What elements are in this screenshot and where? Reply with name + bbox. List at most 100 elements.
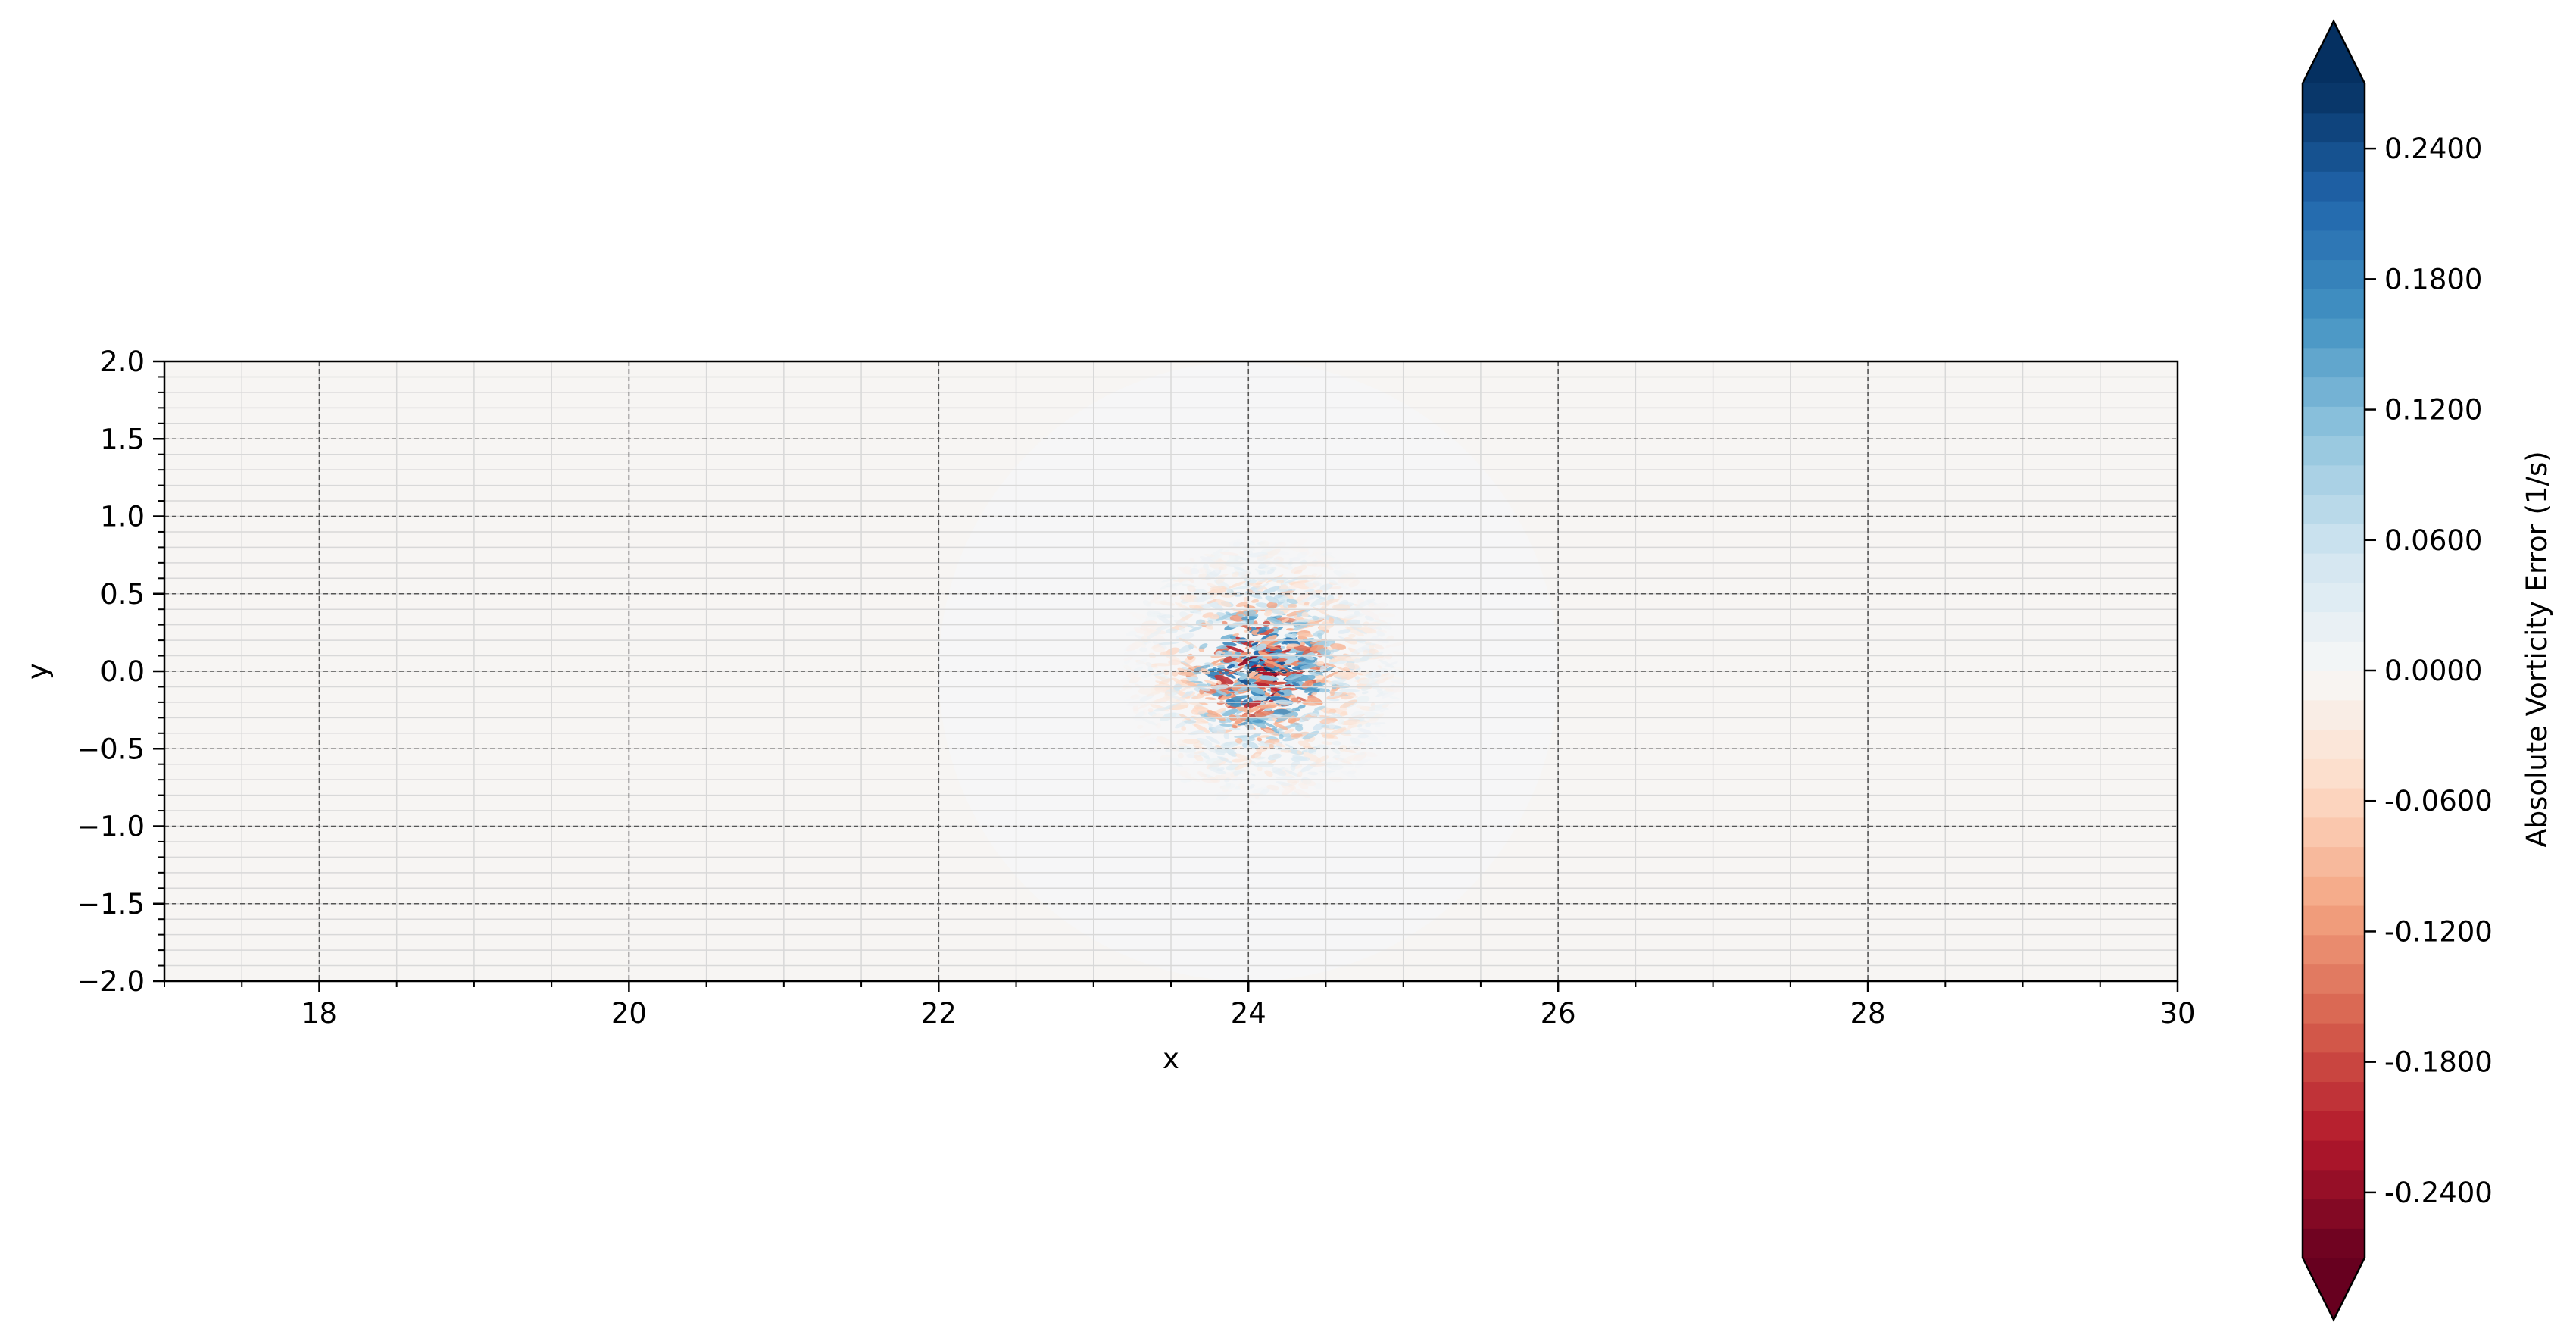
cluster-cell bbox=[1291, 681, 1301, 688]
cluster-cell bbox=[1291, 697, 1299, 702]
cluster-cell bbox=[1384, 661, 1398, 667]
colorbar-segment bbox=[2303, 347, 2365, 378]
colorbar-segment bbox=[2303, 1111, 2365, 1141]
cluster-cell bbox=[1355, 672, 1363, 676]
cluster-cell bbox=[1248, 784, 1255, 789]
cluster-cell bbox=[1226, 645, 1246, 653]
x-tick-label: 20 bbox=[611, 997, 647, 1030]
cluster-cell bbox=[1238, 736, 1256, 742]
cluster-cell bbox=[1338, 719, 1344, 725]
cluster-cell bbox=[1153, 706, 1171, 712]
cluster-cell bbox=[1257, 735, 1271, 738]
cluster-cell bbox=[1357, 728, 1372, 733]
cluster-cell bbox=[1281, 786, 1291, 793]
minor-grid bbox=[164, 361, 2178, 981]
cluster-cell bbox=[1356, 758, 1372, 765]
cluster-cell bbox=[1360, 609, 1379, 620]
cluster-cell bbox=[1266, 784, 1279, 791]
cluster-cell bbox=[1215, 650, 1222, 656]
cluster-cell bbox=[1212, 727, 1226, 734]
cluster-cell bbox=[1350, 720, 1371, 728]
cluster-cell bbox=[1210, 549, 1224, 558]
cluster-cell bbox=[1270, 637, 1289, 645]
cluster-cell bbox=[1179, 627, 1186, 632]
cluster-cell bbox=[1184, 720, 1197, 724]
cluster-cell bbox=[1254, 710, 1275, 717]
cluster-cell bbox=[1343, 580, 1354, 586]
cluster-cell bbox=[1212, 662, 1225, 666]
cluster-cell bbox=[1309, 589, 1317, 596]
cluster-cell bbox=[1312, 546, 1325, 555]
colorbar-tick-label: -0.1200 bbox=[2384, 915, 2493, 948]
cluster-cell bbox=[1328, 617, 1335, 624]
cluster-cell bbox=[1235, 706, 1254, 713]
cluster-cell bbox=[1329, 689, 1335, 696]
cluster-cell bbox=[1158, 642, 1179, 645]
cluster-cell bbox=[1125, 630, 1138, 636]
cluster-cell bbox=[1286, 628, 1295, 631]
cluster-cell bbox=[1332, 740, 1341, 746]
cluster-cell bbox=[1235, 602, 1249, 608]
colorbar-tick-label: 0.1200 bbox=[2384, 394, 2482, 427]
cluster-cell bbox=[1313, 783, 1323, 789]
colorbar-segment bbox=[2303, 112, 2365, 143]
cluster-cell bbox=[1365, 722, 1372, 727]
cluster-cell bbox=[1229, 727, 1241, 730]
cluster-cell bbox=[1170, 593, 1179, 597]
cluster-cell bbox=[1377, 629, 1388, 633]
cluster-cell bbox=[1232, 633, 1240, 636]
cluster-cell bbox=[1142, 600, 1152, 607]
cluster-cell bbox=[1233, 773, 1239, 777]
cluster-cell bbox=[1264, 660, 1284, 668]
cluster-cell bbox=[1217, 756, 1232, 764]
cluster-cell bbox=[1339, 689, 1360, 692]
cluster-cell bbox=[1154, 704, 1163, 709]
cluster-cell bbox=[1394, 671, 1405, 677]
cluster-cell bbox=[1248, 686, 1266, 695]
cluster-cell bbox=[1350, 589, 1368, 594]
cluster-cell bbox=[1204, 756, 1211, 760]
cluster-cell bbox=[1153, 599, 1161, 605]
colorbar-tick-label: 0.0000 bbox=[2384, 655, 2482, 687]
cluster-cell bbox=[1251, 599, 1259, 603]
cluster-cell bbox=[1288, 582, 1307, 589]
cluster-cell bbox=[1152, 593, 1162, 599]
cluster-cell bbox=[1300, 594, 1320, 603]
cluster-cell bbox=[1379, 706, 1385, 713]
cluster-cell bbox=[1281, 617, 1290, 624]
y-tick-label: 2.0 bbox=[100, 345, 145, 378]
cluster-cell bbox=[1311, 692, 1318, 696]
cluster-cell bbox=[1308, 550, 1327, 557]
colorbar-extend-top bbox=[2303, 21, 2365, 83]
cluster-cell bbox=[1290, 756, 1310, 762]
cluster-cell bbox=[1233, 542, 1241, 548]
cluster-cell bbox=[1388, 696, 1401, 700]
cluster-cell bbox=[1333, 672, 1354, 678]
cluster-cell bbox=[1271, 767, 1287, 777]
cluster-cell bbox=[1146, 630, 1162, 639]
cluster-cell bbox=[1276, 781, 1293, 786]
x-axis-ticks: 18 20 22 24 26 28 30 bbox=[164, 981, 2196, 1030]
cluster-cell bbox=[1225, 611, 1232, 616]
cluster-cell bbox=[1276, 712, 1295, 722]
cluster-cell bbox=[1310, 713, 1320, 717]
cluster-cell bbox=[1266, 602, 1278, 608]
cluster-cell bbox=[1304, 581, 1313, 588]
cluster-cell bbox=[1228, 695, 1249, 702]
cluster-cell bbox=[1201, 777, 1221, 783]
colorbar-tick-label: -0.1800 bbox=[2384, 1046, 2493, 1079]
cluster-cell bbox=[1257, 766, 1263, 771]
cluster-cell bbox=[1269, 681, 1288, 685]
cluster-cell bbox=[1194, 724, 1210, 733]
cluster-cell bbox=[1239, 674, 1249, 680]
cluster-cell bbox=[1215, 574, 1229, 579]
cluster-cell bbox=[1370, 619, 1388, 624]
cluster-cell bbox=[1146, 689, 1164, 697]
colorbar-segment bbox=[2303, 377, 2365, 407]
cluster-cell bbox=[1182, 739, 1201, 744]
cluster-cell bbox=[1263, 645, 1283, 650]
cluster-cell bbox=[1139, 733, 1151, 739]
cluster-cell bbox=[1348, 633, 1356, 638]
colorbar-segment bbox=[2303, 611, 2365, 642]
colorbar bbox=[2301, 19, 2366, 1322]
